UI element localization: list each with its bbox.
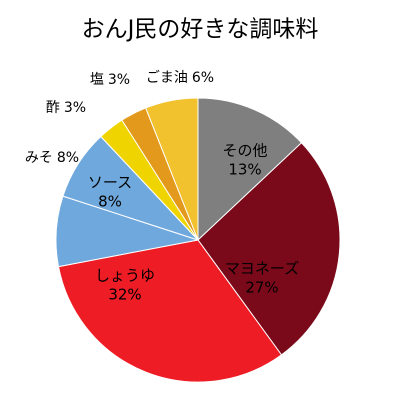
pie-slice: [145, 97, 199, 241]
slice-label: ソース: [88, 174, 132, 192]
value-label: 13%: [228, 161, 261, 179]
category-label: みそ: [25, 150, 53, 166]
value-label: 3%: [64, 100, 86, 116]
slice-label: その他: [222, 142, 267, 160]
value-label: 27%: [245, 279, 278, 297]
value-label: 32%: [108, 286, 141, 304]
slice-label: しょうゆ: [95, 267, 155, 285]
pie-slice: [197, 97, 303, 242]
value-label: 8%: [98, 193, 122, 211]
category-label: 塩: [90, 72, 104, 88]
slice-label: マヨネーズ: [225, 260, 299, 278]
value-label: 6%: [192, 70, 214, 86]
value-label: 3%: [108, 72, 130, 88]
slice-label: ごま油 6%: [146, 70, 214, 86]
pie-slice: [197, 142, 341, 356]
category-label: ごま油: [146, 70, 188, 86]
slice-label: 酢 3%: [46, 100, 86, 116]
pie-slice: [57, 239, 283, 383]
slice-label: 塩 3%: [90, 72, 130, 88]
category-label: 酢: [46, 100, 60, 116]
chart-title: おんJ民の好きな調味料: [82, 17, 319, 43]
value-label: 8%: [57, 150, 79, 166]
slice-label: みそ 8%: [25, 150, 79, 166]
